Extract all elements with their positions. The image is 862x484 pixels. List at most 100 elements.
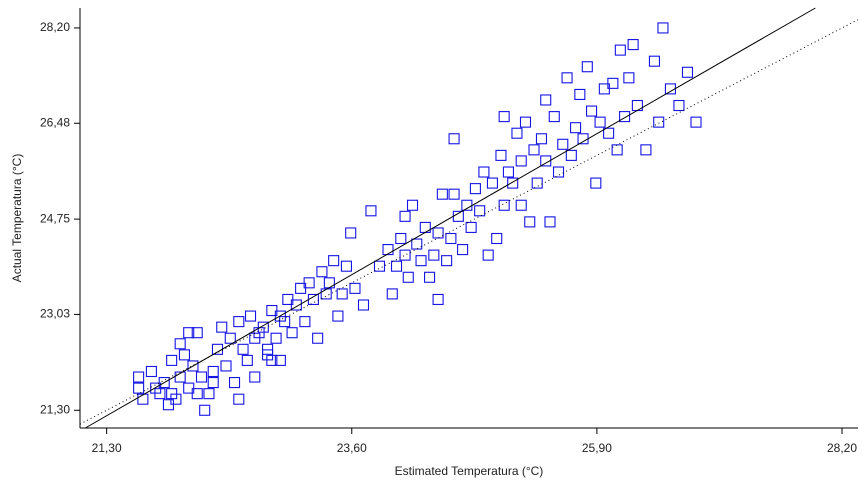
scatter-point bbox=[406, 199, 419, 211]
scatter-point bbox=[648, 55, 660, 67]
scatter-point bbox=[365, 205, 377, 217]
scatter-point bbox=[233, 316, 245, 328]
scatter-point bbox=[548, 111, 560, 123]
scatter-point bbox=[373, 260, 386, 272]
scatter-point bbox=[399, 249, 411, 261]
scatter-point bbox=[486, 177, 498, 189]
scatter-point bbox=[386, 288, 398, 300]
scatter-point bbox=[357, 299, 370, 311]
scatter-point bbox=[623, 72, 635, 84]
scatter-point bbox=[482, 249, 494, 261]
scatter-point bbox=[145, 365, 157, 378]
scatter-point bbox=[544, 216, 556, 228]
scatter-point bbox=[577, 133, 589, 145]
scatter-point bbox=[399, 210, 411, 222]
scatter-point bbox=[557, 138, 569, 150]
scatter-point bbox=[432, 293, 444, 306]
scatter-point bbox=[436, 188, 448, 200]
scatter-point bbox=[154, 388, 166, 400]
scatter-point bbox=[448, 188, 460, 200]
scatter-point bbox=[432, 227, 444, 239]
scatter-point bbox=[382, 244, 394, 256]
scatter-point bbox=[603, 127, 615, 139]
scatter-point bbox=[224, 332, 236, 344]
scatter-point bbox=[170, 393, 182, 405]
scatter-point bbox=[491, 232, 503, 245]
scatter-point bbox=[565, 149, 577, 161]
scatter-point bbox=[445, 232, 457, 245]
scatter-point bbox=[690, 116, 702, 128]
fit-line bbox=[85, 7, 816, 429]
scatter-point bbox=[166, 354, 178, 366]
y-tick-label: 24,75 bbox=[40, 211, 70, 225]
x-tick-label: 21,30 bbox=[92, 441, 122, 455]
scatter-point bbox=[570, 122, 582, 134]
scatter-point bbox=[586, 105, 598, 117]
scatter-point bbox=[657, 22, 669, 34]
scatter-point bbox=[590, 177, 602, 189]
scatter-point bbox=[540, 94, 552, 106]
scatter-point bbox=[424, 271, 436, 283]
scatter-point bbox=[611, 144, 623, 156]
scatter-point bbox=[332, 310, 344, 322]
scatter-point bbox=[390, 260, 403, 272]
scatter-point bbox=[631, 99, 643, 112]
scatter-point bbox=[619, 111, 631, 123]
scatter-point bbox=[307, 293, 319, 306]
scatter-point bbox=[627, 39, 639, 51]
scatter-point bbox=[681, 66, 694, 78]
scatter-point bbox=[174, 338, 186, 350]
scatter-point bbox=[270, 332, 282, 344]
scatter-point bbox=[237, 343, 249, 355]
scatter-point bbox=[540, 155, 552, 167]
scatter-point bbox=[207, 377, 219, 389]
scatter-point bbox=[191, 327, 203, 339]
y-tick-label: 26,48 bbox=[40, 115, 70, 129]
scatter-point bbox=[441, 255, 453, 267]
scatter-point bbox=[178, 349, 190, 361]
scatter-point bbox=[133, 382, 145, 394]
scatter-point bbox=[183, 327, 195, 339]
scatter-point bbox=[312, 332, 324, 344]
y-tick-label: 23,03 bbox=[40, 307, 70, 321]
scatter-point bbox=[535, 133, 548, 145]
scatter-point bbox=[457, 244, 469, 256]
scatter-point bbox=[561, 72, 573, 84]
scatter-point bbox=[448, 133, 460, 145]
scatter-point bbox=[498, 111, 510, 123]
scatter-point bbox=[428, 249, 440, 261]
scatter-point bbox=[262, 349, 274, 361]
scatter-point bbox=[345, 227, 357, 239]
scatter-point bbox=[216, 321, 228, 333]
scatter-point bbox=[340, 260, 352, 272]
scatter-point bbox=[524, 216, 536, 228]
x-axis-title: Estimated Temperatura (°C) bbox=[395, 464, 544, 478]
scatter-point bbox=[290, 299, 302, 311]
scatter-point bbox=[133, 371, 145, 383]
scatter-point bbox=[519, 116, 532, 128]
scatter-point bbox=[241, 354, 253, 366]
scatter-point bbox=[249, 371, 261, 383]
scatter-point bbox=[233, 393, 245, 405]
scatter-point bbox=[320, 288, 332, 300]
scatter-point bbox=[673, 99, 685, 112]
scatter-point bbox=[607, 77, 619, 89]
scatter-point bbox=[515, 155, 527, 167]
scatter-point bbox=[349, 282, 361, 294]
x-tick-label: 28,20 bbox=[827, 441, 857, 455]
scatter-point bbox=[507, 177, 519, 189]
scatter-point bbox=[207, 365, 219, 378]
scatter-point bbox=[203, 388, 215, 400]
scatter-point bbox=[316, 266, 328, 278]
scatter-point bbox=[614, 44, 626, 56]
scatter-point bbox=[274, 354, 286, 366]
scatter-point bbox=[228, 377, 241, 389]
scatter-point bbox=[303, 277, 315, 289]
scatter-point bbox=[257, 321, 269, 333]
scatter-point bbox=[402, 271, 414, 283]
scatter-point bbox=[594, 116, 606, 128]
scatter-point bbox=[552, 166, 565, 178]
scatter-point bbox=[574, 88, 586, 100]
